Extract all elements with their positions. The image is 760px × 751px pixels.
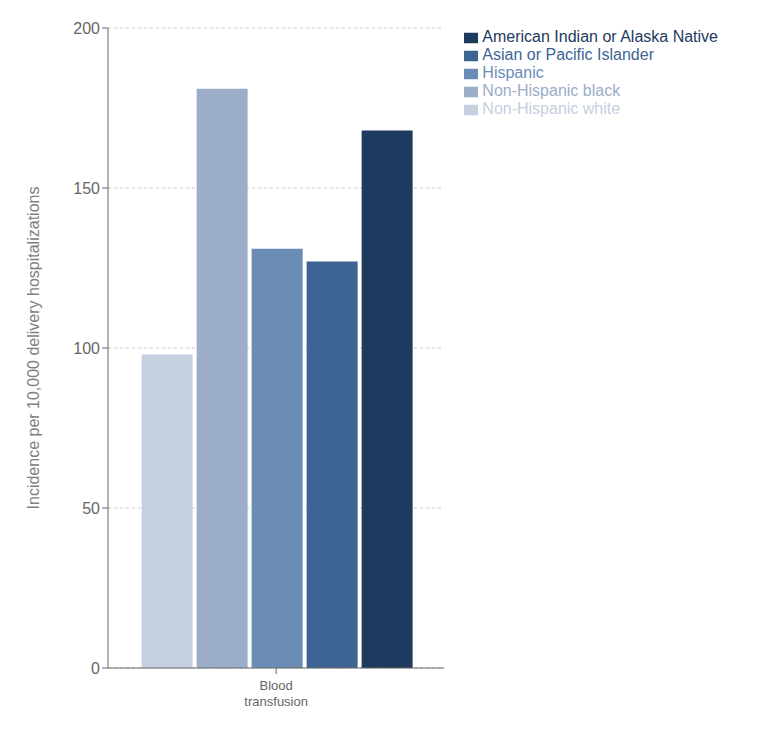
- html-text:American Indian or Alaska Nati: American Indian or Alaska Native: [482, 28, 718, 45]
- svg-text:50: 50: [82, 500, 100, 517]
- html-text:Non-Hispanic black: Non-Hispanic black: [482, 82, 621, 99]
- svg-text:0: 0: [91, 660, 100, 677]
- svg-text:Incidence per 10,000 delivery: Incidence per 10,000 delivery hospitaliz…: [25, 187, 42, 510]
- svg-text:150: 150: [73, 180, 100, 197]
- html-text:Hispanic: Hispanic: [482, 64, 544, 81]
- html-text:Asian or Pacific Islander: Asian or Pacific Islander: [482, 46, 654, 63]
- svg-text:100: 100: [73, 340, 100, 357]
- svg-text:Bloodtransfusion: Bloodtransfusion: [244, 678, 308, 709]
- html-text:Non-Hispanic white: Non-Hispanic white: [482, 100, 621, 117]
- svg-text:200: 200: [73, 20, 100, 37]
